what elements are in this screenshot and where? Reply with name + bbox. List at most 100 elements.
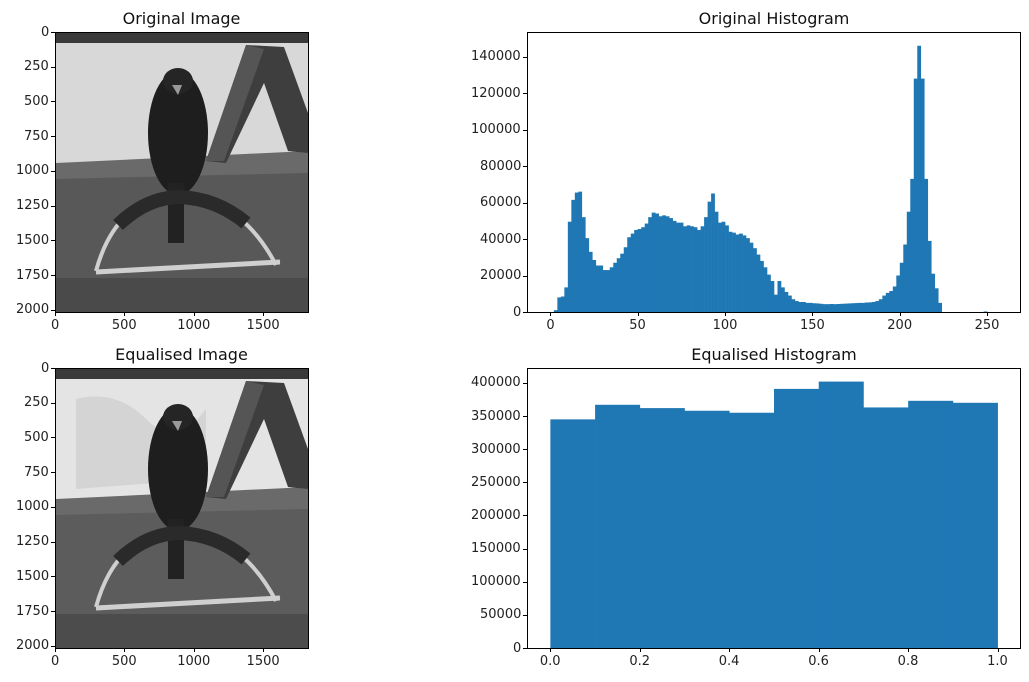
histogram-bar (760, 260, 764, 312)
histogram-bar (871, 301, 876, 312)
histogram-bar (794, 301, 799, 312)
tick-mark (523, 56, 527, 58)
histogram-bar (676, 222, 680, 312)
histogram-bar (613, 262, 618, 312)
histogram-bar (910, 178, 915, 312)
histogram-bar (819, 303, 824, 312)
histogram-bar (553, 310, 558, 312)
equalised-histogram-bars (550, 381, 998, 648)
histogram-bar (903, 244, 908, 312)
tick-label: 50 (629, 318, 646, 333)
tick-label: 0.2 (629, 654, 650, 669)
tick-mark (523, 382, 527, 384)
tick-mark (818, 648, 820, 652)
tick-label: 500 (111, 318, 137, 333)
tick-mark (51, 576, 55, 578)
tick-label: 2000 (16, 302, 50, 318)
histogram-bar (735, 234, 740, 312)
tick-mark (523, 548, 527, 550)
histogram-bar (700, 226, 705, 312)
tick-mark (51, 309, 55, 311)
histogram-bar (770, 281, 775, 312)
histogram-bar (683, 226, 687, 312)
histogram-bar (882, 295, 887, 312)
tick-label: 0 (513, 640, 522, 656)
original-histogram-axes (527, 32, 1021, 313)
tick-mark (523, 581, 527, 583)
tick-label: 500 (111, 654, 137, 669)
histogram-bar (833, 304, 838, 312)
tick-label: 150 (799, 318, 825, 333)
tick-mark (51, 275, 55, 277)
tick-label: 100000 (471, 574, 521, 590)
histogram-bar (774, 294, 778, 312)
histogram-bar (585, 238, 590, 312)
histogram-bar (578, 191, 583, 312)
tick-mark (51, 205, 55, 207)
histogram-bar (729, 412, 775, 648)
histogram-bar (686, 225, 691, 312)
tick-label: 0.6 (808, 654, 829, 669)
tick-mark (51, 506, 55, 508)
tick-label: 0 (51, 318, 60, 333)
histogram-bar (801, 301, 806, 312)
tick-label: 1500 (246, 318, 280, 333)
histogram-bar (721, 221, 726, 312)
histogram-bar (725, 225, 729, 312)
histogram-bar (571, 199, 576, 312)
histogram-bar (648, 217, 652, 312)
tick-mark (51, 368, 55, 369)
histogram-bar (711, 193, 715, 312)
histogram-bar (749, 242, 754, 312)
tick-label: 140000 (471, 49, 521, 65)
histogram-bar (878, 299, 883, 312)
histogram-bar (592, 260, 597, 312)
tick-mark (263, 648, 265, 652)
histogram-bar (707, 201, 712, 312)
histogram-bar (892, 286, 897, 312)
tick-mark (193, 312, 195, 316)
equalised-histogram-title: Equalised Histogram (691, 345, 857, 364)
tick-mark (55, 312, 56, 316)
tick-label: 250000 (471, 474, 521, 490)
histogram-bar (952, 402, 998, 648)
tick-mark (637, 312, 639, 316)
histogram-bar (840, 303, 845, 312)
histogram-bar (630, 233, 635, 312)
histogram-bar (829, 303, 834, 312)
histogram-bar (639, 408, 685, 648)
tick-mark (51, 472, 55, 474)
tick-label: 1.0 (987, 654, 1008, 669)
tick-mark (51, 611, 55, 613)
tick-label: 1500 (16, 568, 50, 584)
histogram-bar (693, 227, 698, 312)
histogram-bar (787, 295, 792, 312)
tick-mark (899, 312, 901, 316)
tick-label: 1500 (16, 232, 50, 248)
histogram-bar (868, 302, 873, 312)
tick-label: 500 (24, 93, 49, 109)
tick-mark (51, 541, 55, 543)
equalised-photo (56, 369, 308, 648)
tick-mark (523, 449, 527, 451)
histogram-bar (763, 267, 768, 312)
tick-label: 350000 (471, 408, 521, 424)
tick-label: 250 (974, 318, 1000, 333)
tick-label: 0 (513, 304, 522, 320)
histogram-bar (917, 45, 922, 312)
histogram-bar (857, 302, 862, 312)
histogram-bar (588, 251, 593, 312)
tick-mark (812, 312, 814, 316)
histogram-bar (599, 265, 604, 312)
tick-label: 400000 (471, 375, 521, 391)
histogram-bar (679, 222, 684, 312)
tick-label: 2000 (16, 638, 50, 654)
tick-label: 100 (712, 318, 738, 333)
original-image-axes (55, 32, 309, 313)
tick-label: 100000 (471, 122, 521, 138)
tick-label: 150000 (471, 541, 521, 557)
histogram-bar (627, 237, 632, 312)
histogram-bar (805, 302, 810, 312)
histogram-bar (550, 419, 596, 648)
histogram-bar (623, 247, 628, 312)
